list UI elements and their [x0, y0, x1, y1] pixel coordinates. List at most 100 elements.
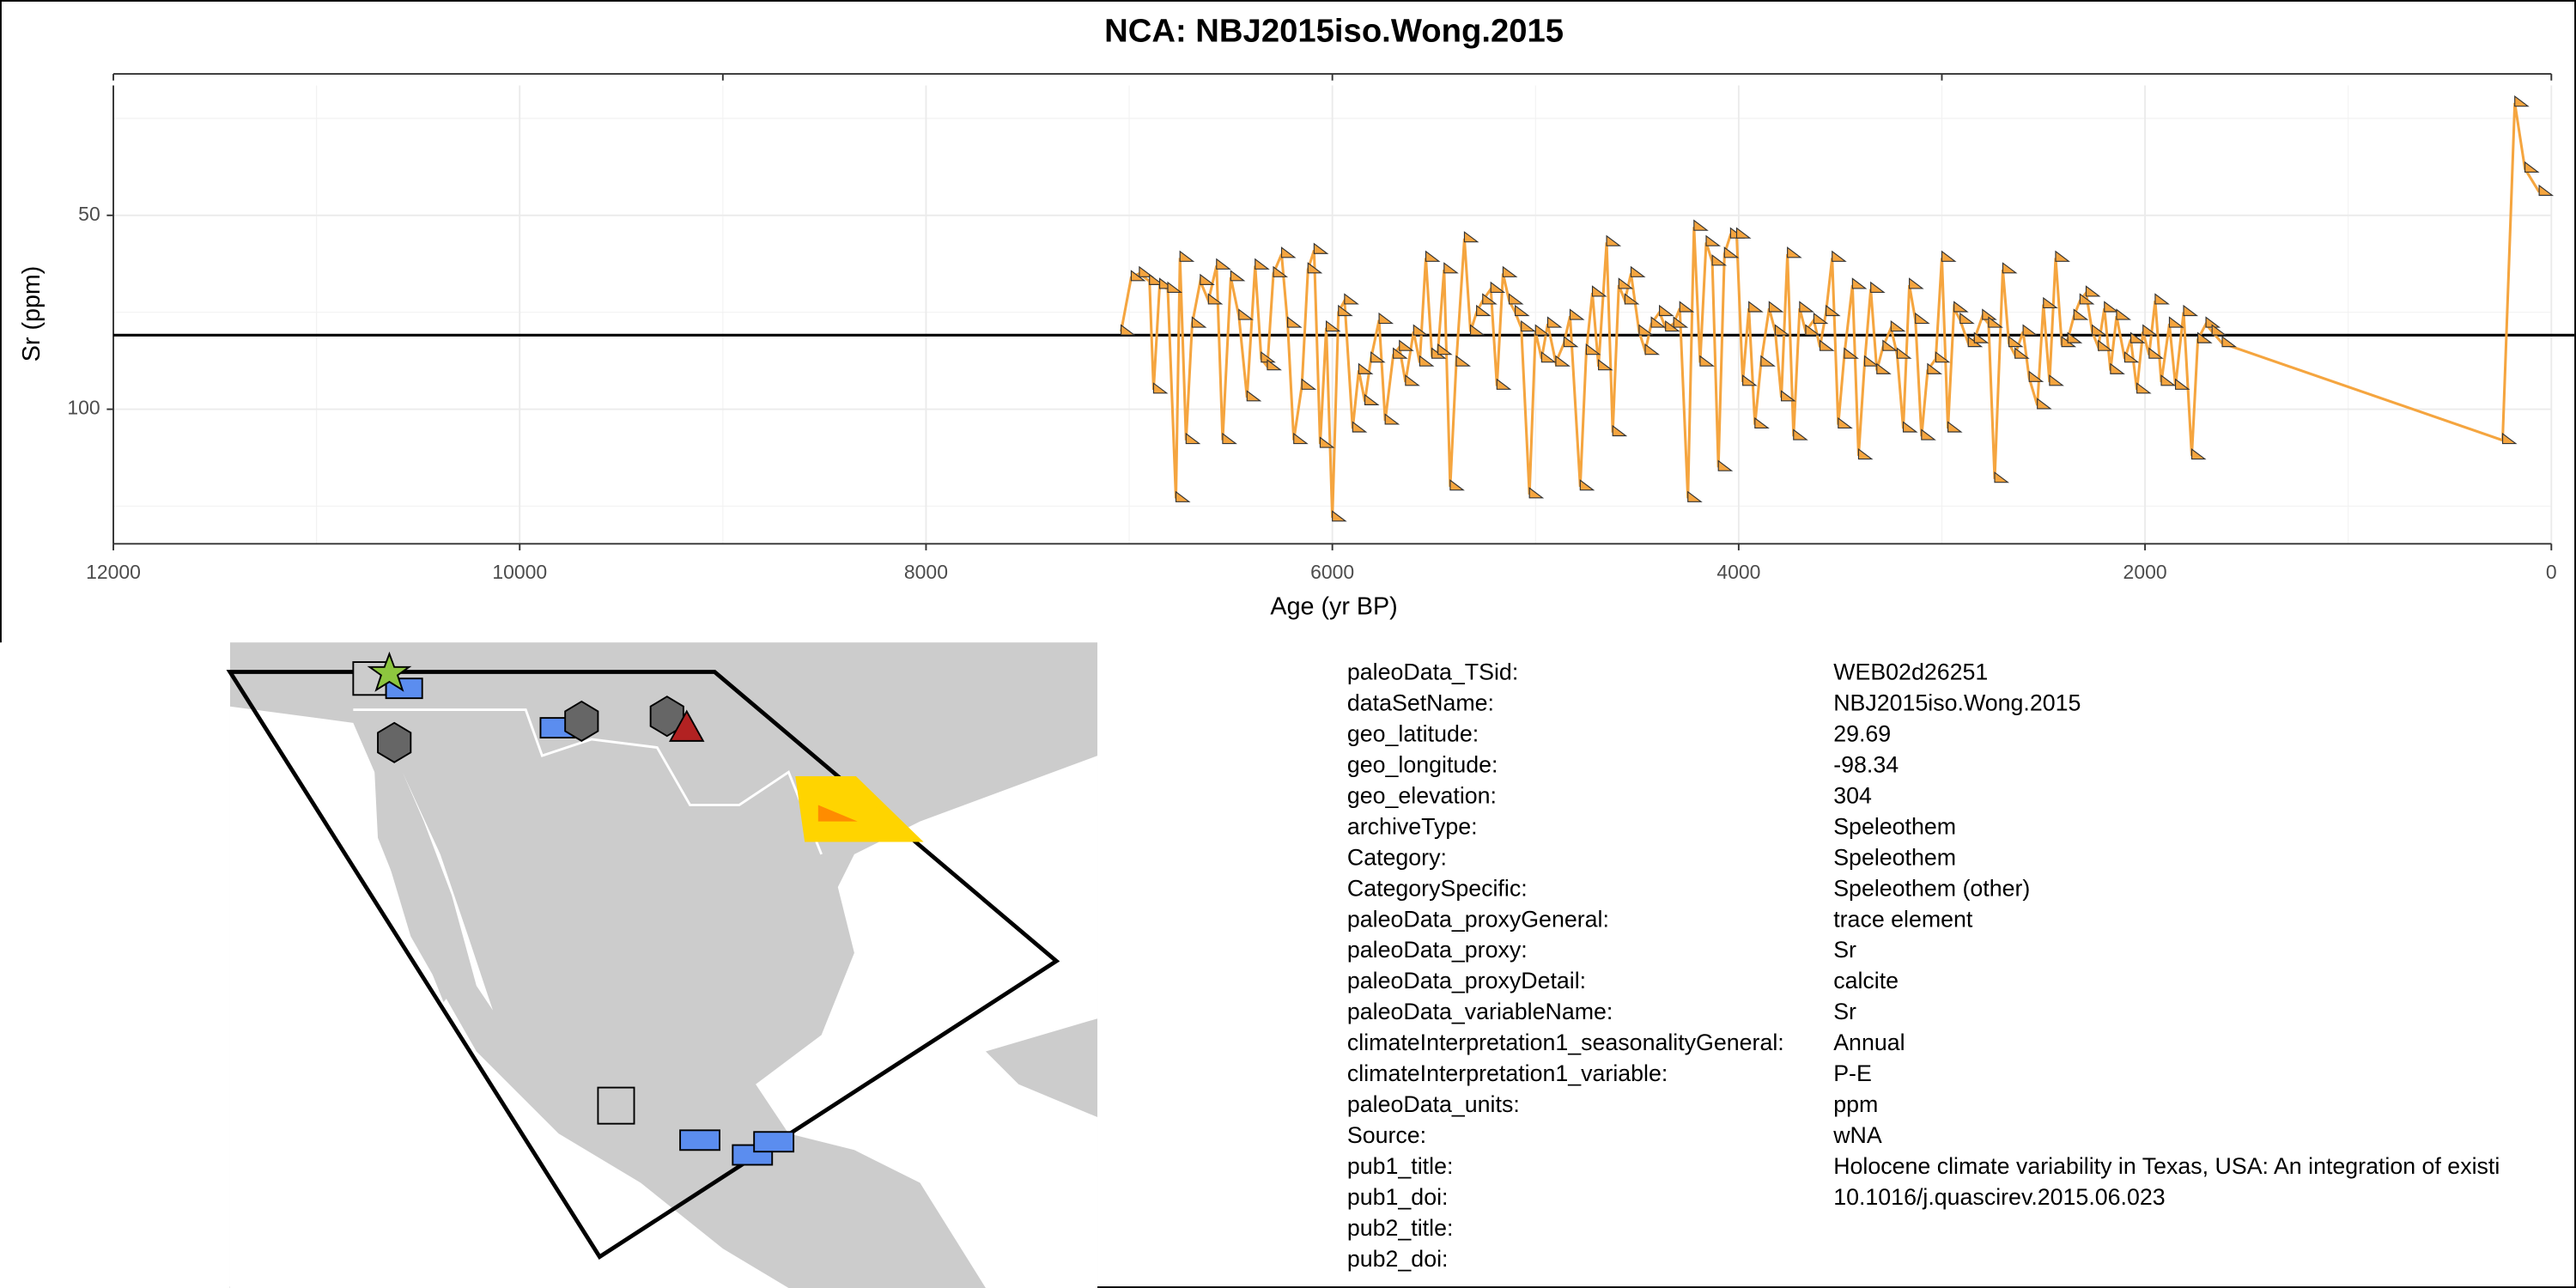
- data-point: [1793, 428, 1808, 440]
- meta-value: -98.34: [1833, 751, 1899, 777]
- data-point: [1207, 293, 1224, 305]
- y-tick-label: 50: [78, 203, 100, 225]
- meta-value: Holocene climate variability in Texas, U…: [1833, 1153, 2500, 1179]
- data-point: [1313, 242, 1329, 254]
- site-star: [367, 651, 412, 692]
- data-point: [1273, 265, 1289, 277]
- data-point: [1332, 510, 1347, 522]
- data-point: [1230, 270, 1246, 282]
- data-point: [1768, 301, 1784, 313]
- data-point: [2002, 262, 2018, 274]
- chart-title: NCA: NBJ2015iso.Wong.2015: [1104, 12, 1564, 49]
- data-point: [1805, 324, 1820, 336]
- x-tick-label: 6000: [1310, 561, 1354, 583]
- data-point: [1941, 250, 1957, 262]
- meta-key: CategorySpecific:: [1347, 875, 1528, 901]
- data-point: [1413, 324, 1429, 336]
- data-point: [1521, 319, 1536, 332]
- data-point: [1896, 347, 1912, 359]
- data-point: [1130, 270, 1146, 282]
- data-point: [2190, 447, 2207, 460]
- pacific: [229, 706, 789, 1288]
- data-point: [1838, 416, 1853, 429]
- data-point: [1787, 246, 1802, 258]
- data-point: [1267, 359, 1282, 371]
- data-point: [1437, 343, 1453, 355]
- data-point: [1774, 324, 1790, 336]
- data-point: [1851, 277, 1868, 289]
- data-point: [2104, 301, 2119, 313]
- site-square: [597, 1086, 635, 1125]
- plot: 12000 10000 8000 6000 4000 2000 0 50 100: [67, 73, 2575, 583]
- data-point: [2142, 324, 2158, 336]
- data-point: [1915, 312, 1930, 325]
- meta-value: 29.69: [1833, 720, 1891, 746]
- meta-key: geo_elevation:: [1347, 782, 1497, 808]
- data-point: [1476, 304, 1492, 317]
- data-point: [1358, 362, 1374, 374]
- data-point: [1540, 351, 1557, 363]
- x-tick-label: 12000: [86, 561, 141, 583]
- region-outline: [226, 670, 1060, 1260]
- meta-key: paleoData_proxyGeneral:: [1347, 906, 1609, 932]
- data-point: [1200, 273, 1215, 285]
- meta-value: 10.1016/j.quascirev.2015.06.023: [1833, 1184, 2165, 1210]
- meta-value: ppm: [1833, 1091, 1878, 1117]
- data-point: [1496, 378, 1512, 390]
- data-point: [1644, 343, 1661, 355]
- data-point: [1344, 293, 1359, 305]
- data-point: [1754, 416, 1770, 429]
- data-point: [1152, 382, 1169, 394]
- data-point: [1563, 336, 1579, 348]
- data-point: [1246, 390, 1262, 402]
- data-point: [1870, 281, 1886, 293]
- data-point: [2129, 331, 2146, 343]
- data-point: [1935, 351, 1951, 363]
- data-point: [1179, 250, 1195, 262]
- meta-key: paleoData_proxyDetail:: [1347, 968, 1586, 993]
- data-point: [1687, 490, 1703, 502]
- data-point: [1534, 324, 1551, 336]
- data-point: [1463, 231, 1479, 243]
- data-point: [1490, 281, 1506, 293]
- data-point: [1443, 262, 1459, 274]
- data-point: [2037, 398, 2052, 410]
- data-point: [1591, 285, 1607, 297]
- data-point: [1455, 355, 1472, 367]
- data-point: [1338, 304, 1353, 317]
- data-point: [1973, 331, 1990, 343]
- y-tick-label: 100: [67, 397, 100, 419]
- data-point: [2524, 161, 2540, 173]
- data-point: [1679, 301, 1695, 313]
- data-point: [1384, 413, 1400, 425]
- meta-value: calcite: [1833, 968, 1899, 993]
- data-point: [1325, 319, 1341, 332]
- meta-key: pub1_doi:: [1347, 1184, 1449, 1210]
- data-point: [1832, 250, 1847, 262]
- meta-key: dataSetName:: [1347, 690, 1494, 715]
- data-point: [1760, 355, 1776, 367]
- data-point: [2098, 339, 2113, 351]
- data-line: [1120, 102, 2541, 519]
- gulf-mexico: [756, 756, 1098, 1288]
- data-point: [1659, 304, 1674, 317]
- meta-key: geo_longitude:: [1347, 751, 1498, 777]
- data-point: [1121, 324, 1136, 336]
- data-point: [1953, 301, 1969, 313]
- metadata: paleoData_TSid: WEB02d26251 dataSetName: NB…: [1347, 659, 2500, 1272]
- meta-key: climateInterpretation1_seasonalityGenera…: [1347, 1030, 1784, 1055]
- data-point: [1280, 246, 1297, 258]
- data-point: [1287, 316, 1303, 328]
- data-point: [1673, 316, 1689, 328]
- meta-value: Sr: [1833, 937, 1856, 963]
- data-point: [1890, 319, 1906, 332]
- gulf: [402, 772, 493, 1011]
- data-point: [1624, 293, 1640, 305]
- data-point: [2022, 324, 2038, 336]
- data-point: [1425, 250, 1441, 262]
- data-point: [1419, 355, 1435, 367]
- data-point: [1618, 277, 1634, 289]
- x-axis-label: Age (yr BP): [1270, 592, 1397, 620]
- data-point: [2168, 316, 2184, 328]
